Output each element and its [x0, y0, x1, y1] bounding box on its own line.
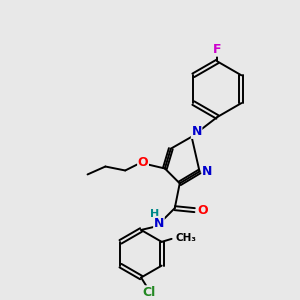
Text: N: N — [202, 165, 213, 178]
Text: O: O — [138, 156, 148, 169]
Text: N: N — [154, 217, 164, 230]
Text: F: F — [213, 43, 222, 56]
Text: CH₃: CH₃ — [176, 233, 197, 243]
Text: H: H — [150, 209, 160, 219]
Text: O: O — [197, 204, 208, 217]
Text: Cl: Cl — [142, 286, 156, 299]
Text: N: N — [191, 125, 202, 138]
